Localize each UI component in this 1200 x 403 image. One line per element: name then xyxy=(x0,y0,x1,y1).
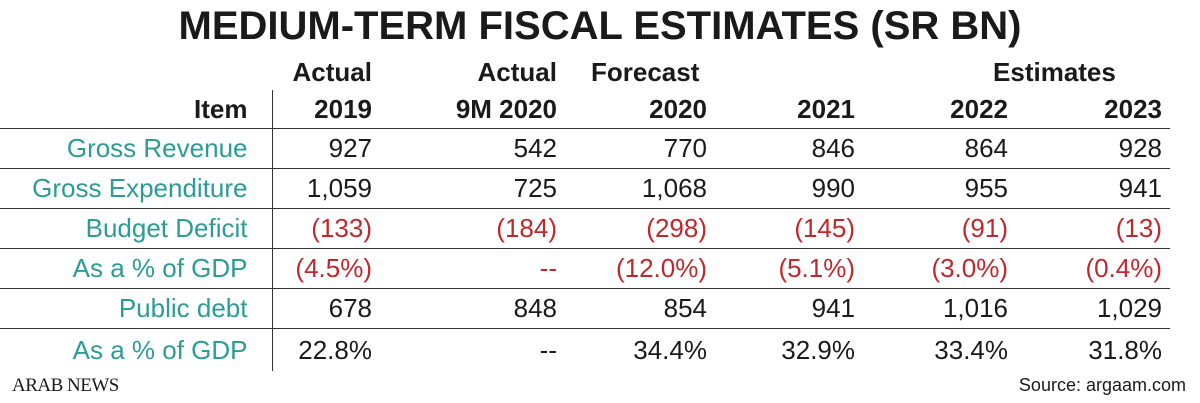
table-cell: -- xyxy=(380,248,565,289)
column-header-2023: 2023 xyxy=(1016,90,1171,129)
table-cell: -- xyxy=(539,334,557,365)
row-label: Gross Revenue xyxy=(0,128,273,169)
table-row-gross-expenditure: Gross Expenditure 1,059 725 1,068 990 95… xyxy=(0,168,1171,209)
table-cell: 864 xyxy=(863,128,1017,169)
column-header-9m2020: 9M 2020 xyxy=(380,90,565,129)
column-header-2021: 2021 xyxy=(715,90,864,129)
group-header-row: Actual Actual Forecast Estimates xyxy=(0,52,1170,90)
table-cell: (5.1%) xyxy=(715,248,864,289)
table-cell: (133) xyxy=(272,208,380,249)
table-row-public-debt: Public debt 678 848 854 941 1,016 1,029 xyxy=(0,288,1171,329)
table-cell: 770 xyxy=(565,128,715,169)
table-cell: 846 xyxy=(715,128,864,169)
table-cell: 22.8% xyxy=(298,334,372,365)
table-row-budget-deficit: Budget Deficit (133) (184) (298) (145) (… xyxy=(0,208,1171,249)
table-cell: 955 xyxy=(863,168,1017,209)
row-label: Budget Deficit xyxy=(0,208,273,249)
row-label: Public debt xyxy=(0,288,273,329)
fiscal-estimates-table: Actual Actual Forecast Estimates Item 20… xyxy=(0,52,1171,371)
table-cell: 941 xyxy=(1016,168,1171,209)
table-cell: 854 xyxy=(565,288,715,329)
table-cell: (0.4%) xyxy=(1016,248,1171,289)
row-label: Gross Expenditure xyxy=(0,168,273,209)
table-cell: (3.0%) xyxy=(863,248,1017,289)
column-header-2019: 2019 xyxy=(272,90,380,129)
row-label: As a % of GDP xyxy=(0,328,273,371)
column-header-2020: 2020 xyxy=(565,90,715,129)
table-cell: (91) xyxy=(863,208,1017,249)
arab-news-logo: ARAB NEWS xyxy=(12,375,119,396)
group-header-actual-9m2020: Actual xyxy=(477,57,557,87)
table-cell: (184) xyxy=(380,208,565,249)
group-header-empty xyxy=(0,52,272,90)
source-credit: Source: argaam.com xyxy=(1018,375,1186,395)
group-header-forecast: Forecast xyxy=(591,57,700,87)
table-cell: 31.8% xyxy=(1088,334,1163,365)
table-cell: (298) xyxy=(565,208,715,249)
table-cell: 1,029 xyxy=(1016,288,1171,329)
column-header-row: Item 2019 9M 2020 2020 2021 2022 2023 xyxy=(0,90,1171,129)
table-cell: (13) xyxy=(1016,208,1171,249)
table-cell: (12.0%) xyxy=(565,248,715,289)
column-header-2022: 2022 xyxy=(863,90,1017,129)
row-label: As a % of GDP xyxy=(0,248,273,289)
table-cell: 32.9% xyxy=(781,334,856,365)
table-cell: 941 xyxy=(715,288,864,329)
table-cell: (4.5%) xyxy=(272,248,380,289)
table-cell: 678 xyxy=(272,288,380,329)
table-cell: 33.4% xyxy=(934,334,1009,365)
table-cell: 1,059 xyxy=(272,168,380,209)
column-header-item: Item xyxy=(0,90,273,129)
table-cell: 990 xyxy=(715,168,864,209)
table-row-debt-pct-gdp: As a % of GDP 22.8% -- 34.4% 32.9% 33.4%… xyxy=(0,328,1170,371)
table-row-deficit-pct-gdp: As a % of GDP (4.5%) -- (12.0%) (5.1%) (… xyxy=(0,248,1171,289)
table-cell: 928 xyxy=(1016,128,1171,169)
table-cell: 34.4% xyxy=(633,334,707,365)
table-cell: 1,068 xyxy=(565,168,715,209)
table-row-gross-revenue: Gross Revenue 927 542 770 846 864 928 xyxy=(0,128,1171,169)
table-cell: (145) xyxy=(715,208,864,249)
page-title: MEDIUM-TERM FISCAL ESTIMATES (SR BN) xyxy=(178,4,1022,48)
table-cell: 725 xyxy=(380,168,565,209)
table-cell: 848 xyxy=(380,288,565,329)
group-header-estimates: Estimates xyxy=(993,57,1116,87)
table-cell: 927 xyxy=(272,128,380,169)
group-header-actual-2019: Actual xyxy=(292,57,372,87)
table-cell: 542 xyxy=(380,128,565,169)
table-cell: 1,016 xyxy=(863,288,1017,329)
